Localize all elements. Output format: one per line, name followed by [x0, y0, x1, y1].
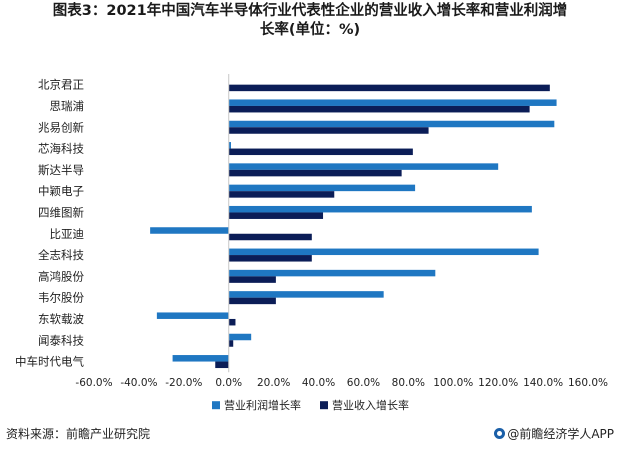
category-label: 韦尔股份 [38, 291, 84, 305]
bar-revenue [228, 276, 276, 283]
bar-revenue [228, 212, 324, 219]
category-labels: 北京君正思瑞浦兆易创新芯海科技斯达半导中颖电子四维图新比亚迪全志科技高鸿股份韦尔… [15, 78, 84, 369]
category-label: 北京君正 [38, 78, 84, 92]
x-tick-label: 80.0% [392, 377, 425, 389]
category-label: 全志科技 [38, 248, 84, 262]
bar-profit [150, 227, 229, 234]
bar-revenue [228, 169, 402, 177]
bars-group [150, 84, 557, 369]
bar-profit [228, 99, 557, 106]
x-tick-label: 140.0% [523, 377, 563, 389]
brand-credit: @前瞻经济学人APP [494, 425, 614, 442]
bar-revenue [228, 148, 413, 156]
category-label: 芯海科技 [38, 142, 84, 156]
x-tick-label: 100.0% [433, 377, 473, 389]
bar-revenue [228, 318, 236, 326]
bar-revenue [228, 255, 312, 262]
bar-profit [228, 163, 499, 170]
category-label: 中颖电子 [38, 184, 84, 198]
bar-profit [172, 355, 229, 362]
x-tick-label: -20.0% [165, 377, 202, 389]
bar-revenue [228, 191, 335, 198]
bar-revenue [228, 340, 234, 347]
bar-profit [156, 312, 229, 319]
chart-title: 图表3：2021年中国汽车半导体行业代表性企业的营业收入增长率和营业利润增 长率… [0, 2, 620, 40]
source-note: 资料来源：前瞻产业研究院 [6, 427, 151, 441]
category-label: 中车时代电气 [15, 355, 84, 369]
x-tick-labels: -60.0% -40.0% -20.0% 0.0% 20.0% 40.0% 60.0% 80.… [75, 377, 608, 389]
bar-profit [228, 333, 252, 341]
brand-text: @前瞻经济学人APP [507, 427, 614, 441]
chart-title-line2: 长率(单位：%) [259, 22, 361, 38]
category-label: 高鸿股份 [38, 269, 84, 283]
bar-profit [228, 269, 436, 277]
x-tick-label: -60.0% [75, 377, 112, 389]
bar-revenue [228, 233, 312, 241]
x-tick-label: 0.0% [215, 377, 242, 389]
x-tick-label: -40.0% [120, 377, 157, 389]
x-tick-label: 40.0% [302, 377, 335, 389]
bar-profit [228, 120, 555, 128]
bar-revenue [228, 105, 530, 113]
bar-revenue [228, 84, 550, 92]
bar-profit [228, 291, 384, 298]
category-label: 闻泰科技 [38, 333, 84, 347]
legend-swatch [320, 401, 328, 410]
x-tick-label: 20.0% [257, 377, 290, 389]
brand-logo-icon [494, 428, 506, 439]
legend-label: 营业收入增长率 [332, 398, 409, 412]
bar-revenue [228, 297, 276, 305]
bar-profit [228, 184, 416, 192]
category-label: 思瑞浦 [50, 99, 85, 113]
x-tick-label: 120.0% [478, 377, 518, 389]
chart-title-line1: 图表3：2021年中国汽车半导体行业代表性企业的营业收入增长率和营业利润增 [52, 3, 568, 19]
category-label: 东软载波 [38, 312, 84, 326]
legend-swatch [212, 401, 220, 410]
category-label: 四维图新 [38, 205, 84, 219]
x-tick-label: 60.0% [347, 377, 380, 389]
bar-profit [228, 142, 231, 149]
x-tick-label: 160.0% [568, 377, 608, 389]
category-label: 斯达半导 [38, 163, 84, 177]
category-label: 兆易创新 [38, 120, 84, 134]
bar-profit [228, 205, 532, 213]
legend-label: 营业利润增长率 [224, 398, 301, 412]
bar-revenue [215, 361, 229, 369]
bar-revenue [228, 127, 429, 134]
category-label: 比亚迪 [50, 227, 85, 241]
bar-profit [228, 248, 539, 256]
legend: 营业利润增长率 营业收入增长率 [212, 398, 409, 412]
bar-chart: 北京君正思瑞浦兆易创新芯海科技斯达半导中颖电子四维图新比亚迪全志科技高鸿股份韦尔… [15, 74, 608, 412]
